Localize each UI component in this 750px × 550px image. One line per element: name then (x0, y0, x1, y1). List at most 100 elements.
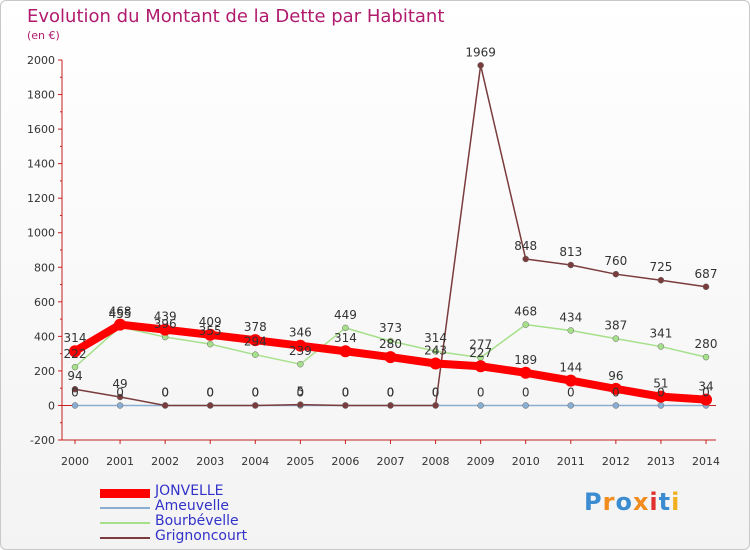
data-point (657, 343, 665, 350)
data-label: 0 (251, 385, 259, 399)
data-point (71, 402, 79, 409)
x-tick-label: 2011 (557, 455, 585, 468)
data-label: 0 (71, 385, 79, 399)
logo-letter: r (602, 488, 616, 516)
data-point (432, 402, 439, 409)
data-label: 468 (514, 305, 537, 319)
y-tick-label: 1000 (27, 227, 55, 240)
data-label: 189 (514, 353, 537, 367)
data-label: 314 (334, 331, 357, 345)
legend-label: Grignoncourt (155, 528, 248, 544)
data-label: 0 (297, 385, 305, 399)
data-point (206, 402, 214, 409)
data-point (69, 345, 81, 358)
data-label: 0 (522, 385, 530, 399)
data-point (519, 366, 532, 379)
data-point (384, 351, 397, 364)
x-tick-label: 2014 (692, 455, 720, 468)
data-point (700, 393, 712, 406)
data-label: 277 (469, 338, 492, 352)
data-label: 294 (244, 335, 267, 349)
data-label: 687 (695, 267, 718, 281)
data-label: 96 (608, 369, 623, 383)
data-point (474, 360, 487, 373)
data-point (159, 323, 172, 336)
data-label: 0 (161, 385, 169, 399)
data-label: 0 (342, 385, 350, 399)
data-point (612, 270, 620, 278)
data-point (252, 351, 259, 358)
data-label: 314 (424, 331, 447, 345)
y-tick-label: 600 (34, 296, 55, 309)
data-point (206, 340, 214, 348)
data-label: 243 (424, 343, 447, 357)
logo-letter: P (584, 488, 603, 516)
y-tick-label: 200 (34, 365, 55, 378)
data-label: 0 (251, 385, 259, 399)
data-point (612, 402, 620, 409)
legend-label: Ameuvelle (155, 498, 229, 514)
logo-letter: i (671, 488, 681, 516)
data-point (297, 360, 304, 368)
data-point (567, 261, 575, 269)
x-tick-label: 2004 (241, 455, 269, 468)
y-tick-label: 2000 (27, 54, 55, 67)
x-tick-label: 2010 (512, 455, 540, 468)
x-tick-label: 2000 (61, 455, 89, 468)
data-label: 280 (695, 337, 718, 351)
data-label: 0 (387, 385, 395, 399)
legend-swatch (100, 522, 150, 524)
data-point (71, 385, 79, 393)
data-point (252, 402, 259, 409)
data-point (204, 328, 217, 341)
legend-swatch (100, 488, 150, 498)
data-point (114, 318, 127, 331)
data-label: 0 (116, 385, 124, 399)
data-label: 0 (612, 385, 620, 399)
x-tick-label: 2006 (331, 455, 359, 468)
data-point (339, 345, 352, 358)
y-tick-label: 0 (48, 399, 55, 412)
data-point (432, 347, 439, 355)
data-label: 1969 (465, 45, 496, 59)
data-point (654, 390, 667, 403)
y-tick-label: 400 (34, 330, 55, 343)
x-tick-label: 2009 (467, 455, 495, 468)
legend-label: JONVELLE (155, 483, 224, 499)
legend-swatch (100, 507, 150, 509)
data-label: 0 (206, 385, 214, 399)
data-label: 396 (154, 317, 177, 331)
data-label: 813 (559, 245, 582, 259)
x-tick-label: 2005 (286, 455, 314, 468)
data-point (387, 402, 394, 409)
x-tick-label: 2012 (602, 455, 630, 468)
y-tick-label: 800 (34, 261, 55, 274)
data-point (116, 402, 124, 409)
data-label: 227 (469, 346, 492, 360)
y-tick-label: 1200 (27, 192, 55, 205)
data-label: 0 (342, 385, 350, 399)
data-point (116, 393, 124, 401)
data-label: 725 (649, 260, 672, 274)
data-label: 0 (567, 385, 575, 399)
data-label: 468 (109, 305, 132, 319)
x-tick-label: 2001 (106, 455, 134, 468)
data-point (477, 402, 484, 409)
data-label: 51 (653, 377, 668, 391)
data-point (657, 402, 665, 409)
x-tick-label: 2003 (196, 455, 224, 468)
data-point (477, 62, 484, 69)
data-label: 0 (432, 385, 440, 399)
x-tick-label: 2007 (377, 455, 405, 468)
data-point (522, 321, 529, 328)
data-label: 387 (604, 319, 627, 333)
data-label: 760 (604, 254, 627, 268)
data-point (249, 334, 262, 347)
data-label: 373 (379, 321, 402, 335)
data-point (161, 402, 169, 409)
data-label: 378 (244, 320, 267, 334)
y-tick-label: 1400 (27, 158, 55, 171)
data-label: 34 (698, 380, 713, 394)
data-label: 94 (67, 369, 82, 383)
